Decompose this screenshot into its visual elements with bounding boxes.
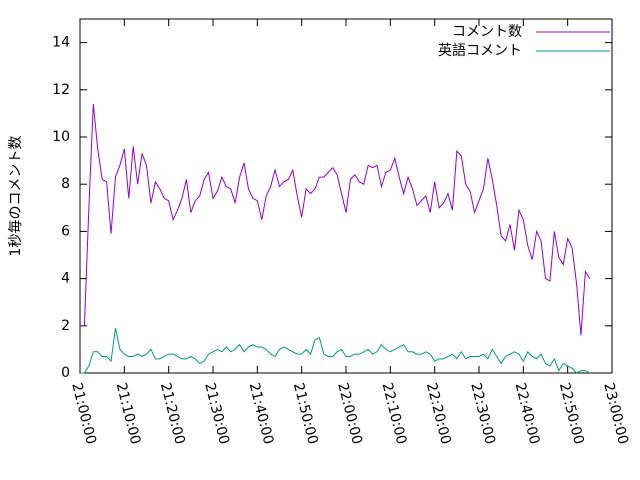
y-tick-label: 4: [61, 271, 70, 287]
legend-label: 英語コメント: [438, 42, 522, 59]
y-tick-label: 6: [61, 223, 70, 239]
y-tick-label: 14: [52, 35, 70, 51]
y-tick-label: 12: [52, 82, 70, 98]
legend-label: コメント数: [452, 24, 522, 40]
y-tick-label: 10: [52, 129, 70, 145]
series-line: [80, 103, 591, 336]
y-tick-label: 0: [61, 365, 70, 381]
y-tick-label: 8: [61, 176, 70, 192]
y-axis-label: 1秒毎のコメント数: [8, 136, 24, 257]
series-line: [80, 328, 591, 374]
y-tick-label: 2: [61, 318, 70, 334]
plot-border: [79, 18, 613, 374]
